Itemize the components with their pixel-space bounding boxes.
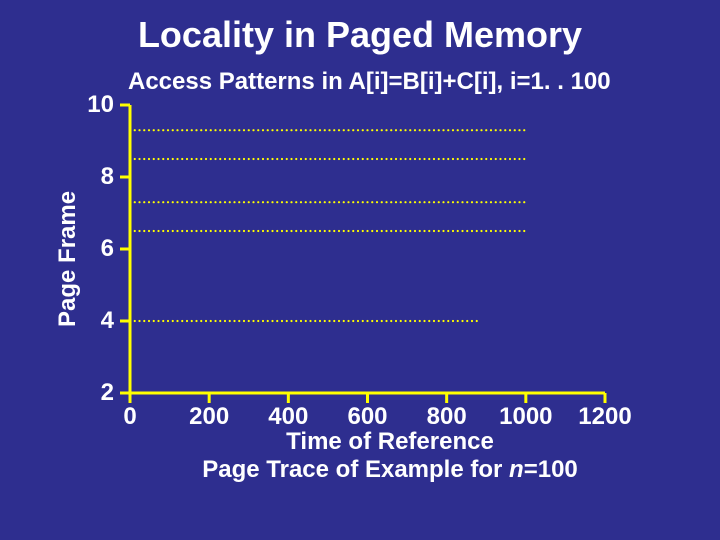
x-tick-label: 1000 [486, 403, 566, 431]
chart-area [118, 103, 593, 391]
slide-title-text: Locality in Paged Memory [138, 14, 582, 55]
x-axis-label: Time of Reference Page Trace of Example … [190, 428, 590, 484]
x-tick-label: 200 [169, 403, 249, 431]
x-axis-label-line1: Time of Reference [190, 428, 590, 456]
x-tick-label: 400 [248, 403, 328, 431]
y-axis-label-text: Page Frame [54, 191, 81, 327]
chart-subtitle-text: Access Patterns in A[i]=B[i]+C[i], i=1. … [128, 68, 611, 95]
chart-svg [118, 103, 607, 405]
x-tick-label: 1200 [565, 403, 645, 431]
x-axis-label-line2: Page Trace of Example for n=100 [190, 456, 590, 484]
x-tick-label: 800 [407, 403, 487, 431]
x-tick-label: 0 [90, 403, 170, 431]
chart-subtitle: Access Patterns in A[i]=B[i]+C[i], i=1. … [128, 68, 611, 96]
y-tick-label: 4 [78, 307, 114, 335]
y-tick-label: 6 [78, 235, 114, 263]
slide-title: Locality in Paged Memory [0, 14, 720, 56]
x-tick-label: 600 [328, 403, 408, 431]
slide-root: Locality in Paged Memory Access Patterns… [0, 0, 720, 540]
axes [130, 105, 605, 393]
y-tick-label: 10 [78, 91, 114, 119]
y-tick-label: 8 [78, 163, 114, 191]
